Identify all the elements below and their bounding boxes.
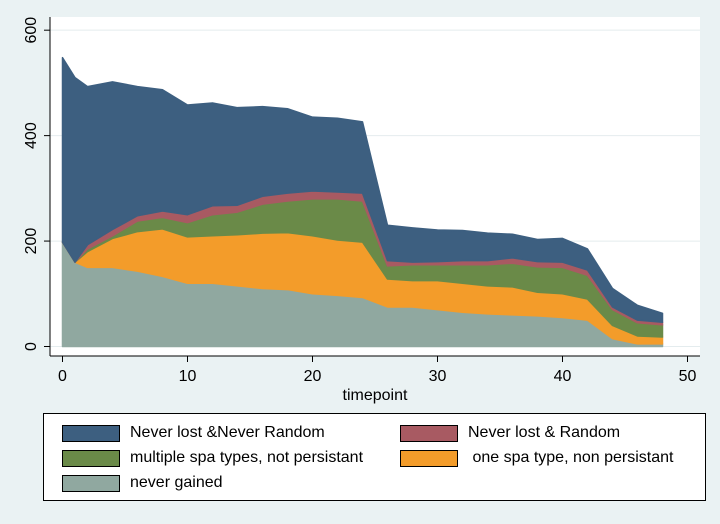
x-axis-title: timepoint [343,387,408,404]
legend-label: multiple spa types, not persistant [130,449,364,466]
x-tick-label: 50 [679,368,697,385]
y-tick-label: 400 [23,122,40,149]
legend-swatch [62,449,120,467]
legend: Never lost &Never Random Never lost & Ra… [43,413,706,501]
legend-swatch [62,424,120,442]
legend-item-never-lost-random: Never lost & Random [400,423,620,443]
y-tick-label: 200 [23,228,40,255]
legend-label: Never lost &Never Random [130,424,325,441]
legend-label: never gained [130,474,223,491]
legend-item-never-lost-never-random: Never lost &Never Random [62,423,325,443]
area-series [61,56,664,348]
area-never-lost-never-random [61,56,664,324]
y-tick-label: 600 [23,17,40,44]
legend-swatch [400,424,458,442]
y-tick-label: 0 [23,342,40,351]
axes: 0 200 400 600 0 10 20 30 40 50 [23,17,700,385]
x-tick-label: 40 [554,368,572,385]
legend-item-multiple-spa-types: multiple spa types, not persistant [62,448,363,468]
legend-item-one-spa-type: one spa type, non persistant [400,448,673,468]
legend-swatch [62,474,120,492]
x-tick-label: 20 [304,368,322,385]
legend-item-never-gained: never gained [62,473,223,493]
legend-label: Never lost & Random [468,424,621,441]
stacked-area-chart: 0 200 400 600 0 10 20 30 40 50 timepoint [23,17,700,404]
x-tick-label: 30 [429,368,447,385]
x-tick-label: 0 [58,368,67,385]
legend-label: one spa type, non persistant [468,449,674,466]
x-tick-label: 10 [179,368,197,385]
legend-swatch [400,449,458,467]
